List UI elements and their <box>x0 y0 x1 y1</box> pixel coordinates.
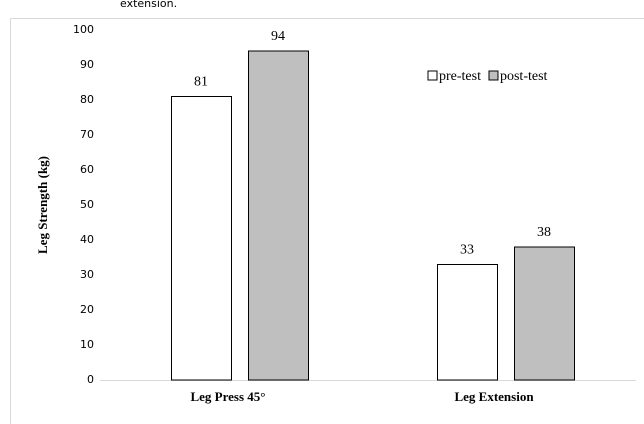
y-tick-label: 70 <box>80 128 94 141</box>
legend-swatch <box>427 70 438 81</box>
data-label: 81 <box>194 75 208 90</box>
y-axis-label: Leg Strength (kg) <box>35 156 50 254</box>
y-tick-label: 10 <box>80 338 94 351</box>
y-tick-label: 20 <box>80 303 94 316</box>
legend-label: post-test <box>500 69 548 84</box>
caption: extension. <box>120 0 177 10</box>
data-label: 33 <box>460 243 474 258</box>
y-tick-label: 40 <box>80 233 94 246</box>
bar <box>437 264 498 381</box>
legend-swatch <box>488 70 499 81</box>
bar <box>171 96 232 381</box>
y-tick-label: 90 <box>80 58 94 71</box>
data-label: 94 <box>271 29 285 44</box>
bar <box>514 246 575 381</box>
y-tick-label: 60 <box>80 163 94 176</box>
y-tick-label: 100 <box>73 23 94 36</box>
x-tick-label: Leg Press 45° <box>190 389 265 404</box>
data-label: 38 <box>537 225 551 240</box>
y-tick-label: 50 <box>80 198 94 211</box>
bar <box>248 50 309 381</box>
legend-label: pre-test <box>439 69 481 84</box>
y-tick-label: 80 <box>80 93 94 106</box>
x-tick-label: Leg Extension <box>454 389 534 404</box>
y-tick-label: 0 <box>87 373 94 386</box>
y-tick-label: 30 <box>80 268 94 281</box>
chart-border <box>10 18 644 424</box>
